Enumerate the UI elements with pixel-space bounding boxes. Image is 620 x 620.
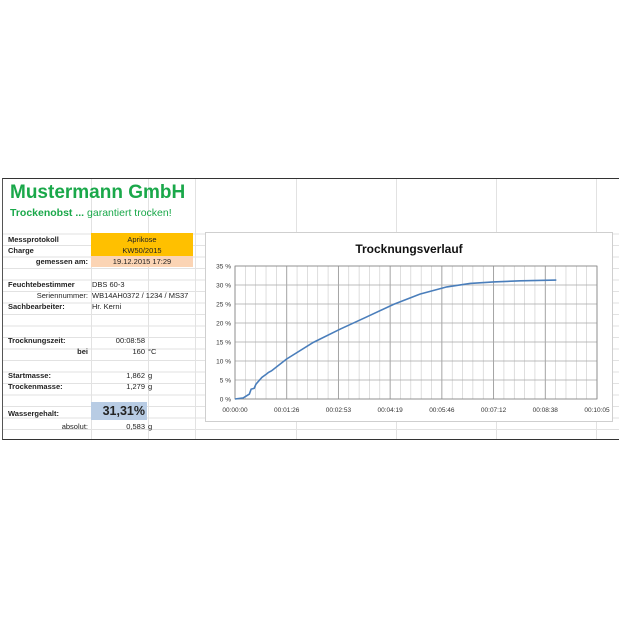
bei-label: bei xyxy=(77,347,88,356)
company-title: Mustermann GmbH xyxy=(10,182,186,203)
x-tick-label: 00:04:19 xyxy=(377,407,403,414)
chart-svg: Trocknungsverlauf 0 % 5 % 10 % 15 % 20 % 25 %… xyxy=(216,242,610,415)
wasser-value[interactable]: 31,31% xyxy=(102,404,145,418)
bei-value[interactable]: 160 xyxy=(132,347,145,356)
feuchte-label: Feuchtebestimmer xyxy=(8,280,75,289)
tagline-bold: Trockenobst ... xyxy=(10,207,85,219)
serien-label: Seriennummer: xyxy=(36,291,88,300)
trocken-label: Trockenmasse: xyxy=(8,382,63,391)
y-tick-label: 25 % xyxy=(216,302,231,309)
chart-grid xyxy=(234,265,598,400)
charge-value[interactable]: KW50/2015 xyxy=(122,246,162,255)
messprotokoll-label: Messprotokoll xyxy=(8,235,59,244)
absolut-value[interactable]: 0,583 xyxy=(126,422,145,431)
tagline-rest: garantiert trocken! xyxy=(84,207,172,219)
trocken-value[interactable]: 1,279 xyxy=(126,382,145,391)
plot-area-border xyxy=(234,265,598,400)
zeit-label: Trocknungszeit: xyxy=(8,336,66,345)
y-tick-label: 30 % xyxy=(216,283,231,290)
start-unit: g xyxy=(148,371,153,380)
x-tick-label: 00:07:12 xyxy=(481,407,507,414)
peach-cell xyxy=(91,256,193,267)
x-tick-label: 00:00:00 xyxy=(222,407,248,414)
y-tick-label: 15 % xyxy=(216,340,231,347)
series-line xyxy=(234,279,557,400)
messprotokoll-value[interactable]: Aprikose xyxy=(127,235,157,244)
bei-unit: °C xyxy=(148,347,157,356)
x-tick-label: 00:10:05 xyxy=(584,407,610,414)
charge-label: Charge xyxy=(8,246,34,255)
start-value[interactable]: 1,862 xyxy=(126,371,145,380)
start-label: Startmasse: xyxy=(8,371,51,380)
x-tick-label: 00:02:53 xyxy=(326,407,352,414)
blue-cell xyxy=(91,402,147,420)
y-tick-label: 35 % xyxy=(216,264,231,271)
feuchte-value[interactable]: DBS 60-3 xyxy=(92,280,125,289)
x-tick-label: 00:05:46 xyxy=(429,407,455,414)
y-tick-label: 10 % xyxy=(216,359,231,366)
absolut-label: absolut: xyxy=(61,422,88,431)
wasser-label: Wassergehalt: xyxy=(8,409,59,418)
orange-cell xyxy=(91,233,193,256)
serien-value[interactable]: WB14AH0372 / 1234 / MS37 xyxy=(92,291,189,300)
y-tick-label: 20 % xyxy=(216,321,231,328)
x-tick-label: 00:01:26 xyxy=(274,407,300,414)
zeit-value[interactable]: 00:08:58 xyxy=(115,336,145,345)
chart-title: Trocknungsverlauf xyxy=(355,242,463,256)
sachbearbeiter-value[interactable]: Hr. Kerni xyxy=(92,302,122,311)
chart-axis-labels: 0 % 5 % 10 % 15 % 20 % 25 % 30 % 35 % 00:00:00 00… xyxy=(216,264,610,415)
tagline: Trockenobst ... garantiert trocken! xyxy=(10,207,172,219)
chart-trocknungsverlauf[interactable]: Trocknungsverlauf 0 % 5 % 10 % 15 % 20 % 25 %… xyxy=(205,232,613,422)
gemessen-value[interactable]: 19.12.2015 17:29 xyxy=(112,257,172,266)
y-tick-label: 0 % xyxy=(220,397,231,404)
sachbearbeiter-label: Sachbearbeiter: xyxy=(8,302,65,311)
trocken-unit: g xyxy=(148,382,153,391)
gemessen-label: gemessen am: xyxy=(35,257,88,266)
x-tick-label: 00:08:38 xyxy=(533,407,559,414)
absolut-unit: g xyxy=(148,422,153,431)
y-tick-label: 5 % xyxy=(220,378,231,385)
